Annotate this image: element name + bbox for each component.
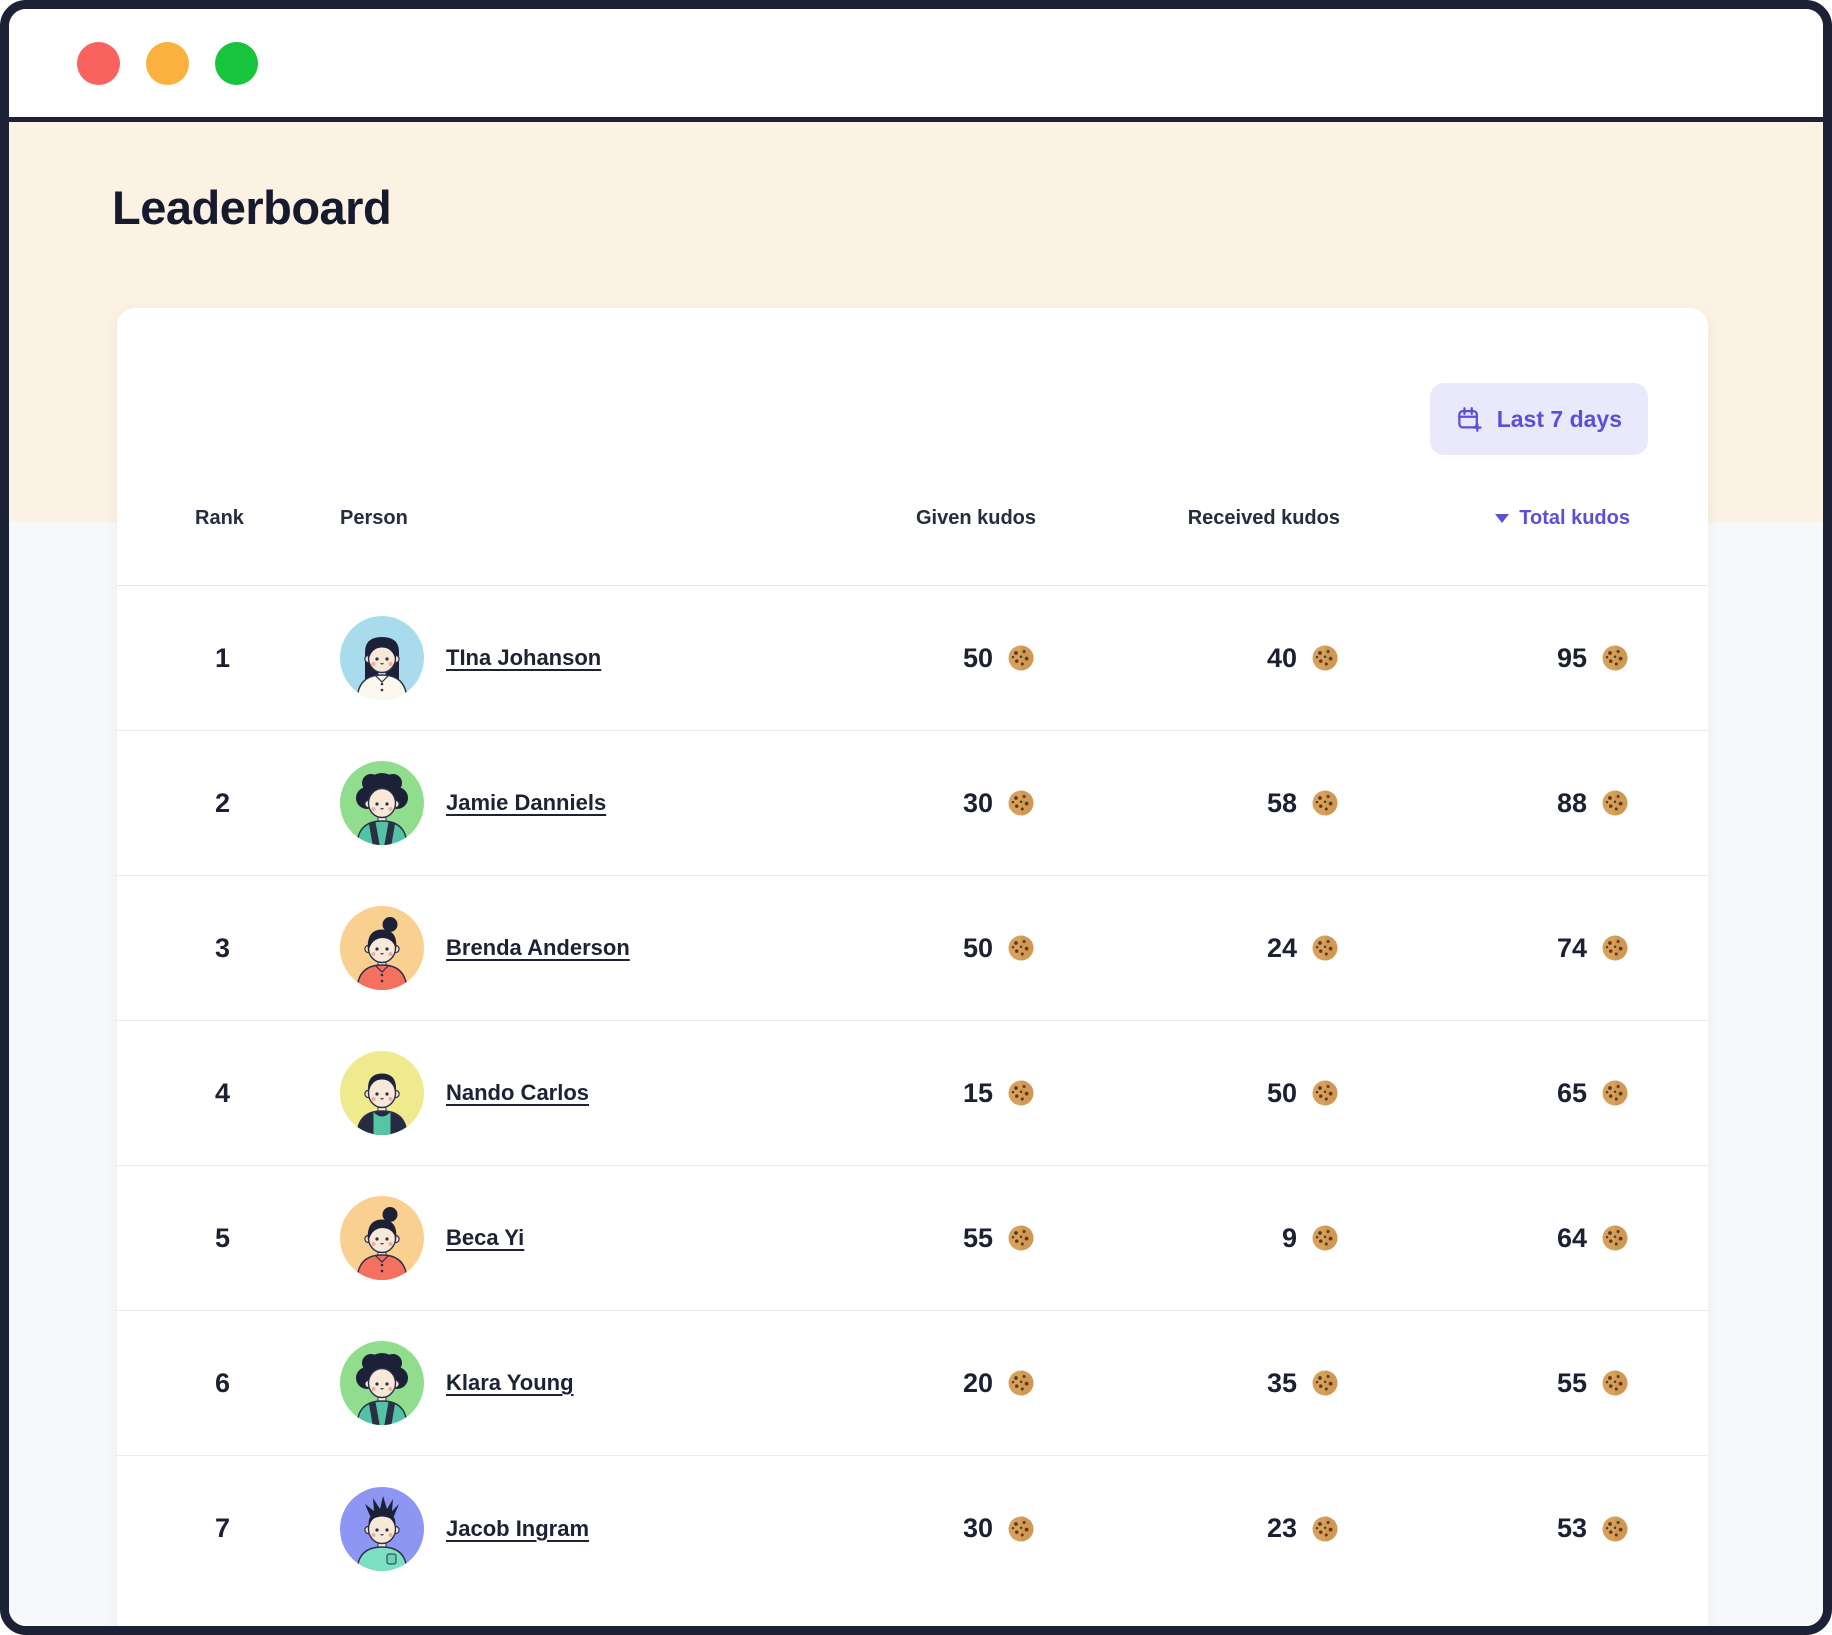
minimize-window-button[interactable] (146, 41, 189, 85)
avatar (340, 761, 424, 845)
window-titlebar (9, 9, 1823, 122)
person-cell: TIna Johanson (340, 616, 836, 700)
cookie-icon (1310, 1368, 1340, 1398)
person-cell: Klara Young (340, 1341, 836, 1425)
leaderboard-table: Rank Person Given kudos Received kudos T… (117, 507, 1708, 1601)
avatar (340, 1196, 424, 1280)
total-kudos-value: 53 (1340, 1513, 1630, 1544)
person-name-link[interactable]: Beca Yi (446, 1225, 525, 1250)
table-header-row: Rank Person Given kudos Received kudos T… (117, 507, 1708, 586)
given-kudos-value: 30 (836, 1513, 1036, 1544)
person-cell: Nando Carlos (340, 1051, 836, 1135)
given-kudos-value: 50 (836, 643, 1036, 674)
date-range-filter-button[interactable]: Last 7 days (1429, 383, 1648, 455)
total-kudos-value: 55 (1340, 1368, 1630, 1399)
cookie-icon (1310, 788, 1340, 818)
total-kudos-value: 64 (1340, 1223, 1630, 1254)
column-header-received-kudos: Received kudos (1187, 507, 1340, 529)
given-kudos-value: 20 (836, 1368, 1036, 1399)
rank-value: 2 (215, 787, 231, 818)
cookie-icon (1006, 933, 1036, 963)
total-kudos-value: 95 (1340, 643, 1630, 674)
cookie-icon (1600, 788, 1630, 818)
cookie-icon (1310, 1223, 1340, 1253)
given-kudos-value: 30 (836, 788, 1036, 819)
given-kudos-value: 55 (836, 1223, 1036, 1254)
avatar (340, 1341, 424, 1425)
page-body: Leaderboard Last 7 days (9, 122, 1823, 1626)
rank-value: 5 (215, 1222, 231, 1253)
cookie-icon (1006, 1514, 1036, 1544)
rank-value: 1 (215, 642, 231, 673)
column-header-total-kudos[interactable]: Total kudos (1340, 507, 1630, 530)
leaderboard-row: 4 Nando Carlos 15 50 (117, 1021, 1708, 1166)
leaderboard-row: 5 Beca Yi 55 9 (117, 1166, 1708, 1311)
cookie-icon (1006, 788, 1036, 818)
person-cell: Beca Yi (340, 1196, 836, 1280)
cookie-icon (1600, 1368, 1630, 1398)
total-kudos-value: 65 (1340, 1078, 1630, 1109)
avatar (340, 906, 424, 990)
cookie-icon (1006, 1368, 1036, 1398)
given-kudos-value: 15 (836, 1078, 1036, 1109)
received-kudos-value: 9 (1036, 1223, 1340, 1254)
sort-desc-icon (1495, 514, 1510, 523)
received-kudos-value: 58 (1036, 788, 1340, 819)
avatar (340, 616, 424, 700)
cookie-icon (1310, 643, 1340, 673)
calendar-plus-icon (1456, 406, 1483, 433)
person-cell: Jacob Ingram (340, 1486, 836, 1571)
rank-value: 3 (215, 932, 231, 963)
received-kudos-value: 23 (1036, 1513, 1340, 1544)
column-header-person: Person (340, 507, 408, 529)
person-name-link[interactable]: Jacob Ingram (446, 1515, 590, 1541)
cookie-icon (1310, 1078, 1340, 1108)
rank-value: 6 (215, 1367, 231, 1398)
cookie-icon (1310, 1514, 1340, 1544)
person-name-link[interactable]: Brenda Anderson (446, 935, 630, 960)
cookie-icon (1600, 933, 1630, 963)
page-title: Leaderboard (112, 181, 392, 234)
leaderboard-row: 7 Jacob Ingram 30 23 (117, 1456, 1708, 1601)
person-name-link[interactable]: Klara Young (446, 1370, 574, 1395)
close-window-button[interactable] (77, 41, 120, 85)
total-kudos-value: 74 (1340, 933, 1630, 964)
cookie-icon (1600, 643, 1630, 673)
person-cell: Jamie Danniels (340, 761, 836, 845)
total-kudos-value: 88 (1340, 788, 1630, 819)
avatar (340, 1486, 424, 1571)
avatar (340, 1051, 424, 1135)
leaderboard-row: 3 Brenda Anderson 50 24 (117, 876, 1708, 1021)
leaderboard-card: Last 7 days Rank Person Given kudos Rece… (117, 308, 1708, 1626)
person-cell: Brenda Anderson (340, 906, 836, 990)
cookie-icon (1310, 933, 1340, 963)
cookie-icon (1006, 643, 1036, 673)
leaderboard-row: 1 TIna Johanson 50 40 (117, 586, 1708, 731)
cookie-icon (1006, 1078, 1036, 1108)
cookie-icon (1006, 1223, 1036, 1253)
leaderboard-row: 2 Jamie Danniels 30 (117, 731, 1708, 876)
received-kudos-value: 35 (1036, 1368, 1340, 1399)
cookie-icon (1600, 1514, 1630, 1544)
received-kudos-value: 24 (1036, 933, 1340, 964)
rank-value: 7 (215, 1513, 231, 1543)
rank-value: 4 (215, 1077, 231, 1108)
received-kudos-value: 50 (1036, 1078, 1340, 1109)
person-name-link[interactable]: Jamie Danniels (446, 790, 607, 815)
received-kudos-value: 40 (1036, 643, 1340, 674)
column-header-given-kudos: Given kudos (915, 507, 1036, 529)
table-body: 1 TIna Johanson 50 40 (117, 586, 1708, 1601)
given-kudos-value: 50 (836, 933, 1036, 964)
person-name-link[interactable]: TIna Johanson (446, 645, 602, 670)
person-name-link[interactable]: Nando Carlos (446, 1080, 590, 1105)
cookie-icon (1600, 1078, 1630, 1108)
cookie-icon (1600, 1223, 1630, 1253)
maximize-window-button[interactable] (215, 41, 258, 85)
date-range-label: Last 7 days (1496, 405, 1622, 432)
leaderboard-row: 6 Klara Young 20 35 (117, 1311, 1708, 1456)
column-header-rank: Rank (195, 507, 244, 529)
